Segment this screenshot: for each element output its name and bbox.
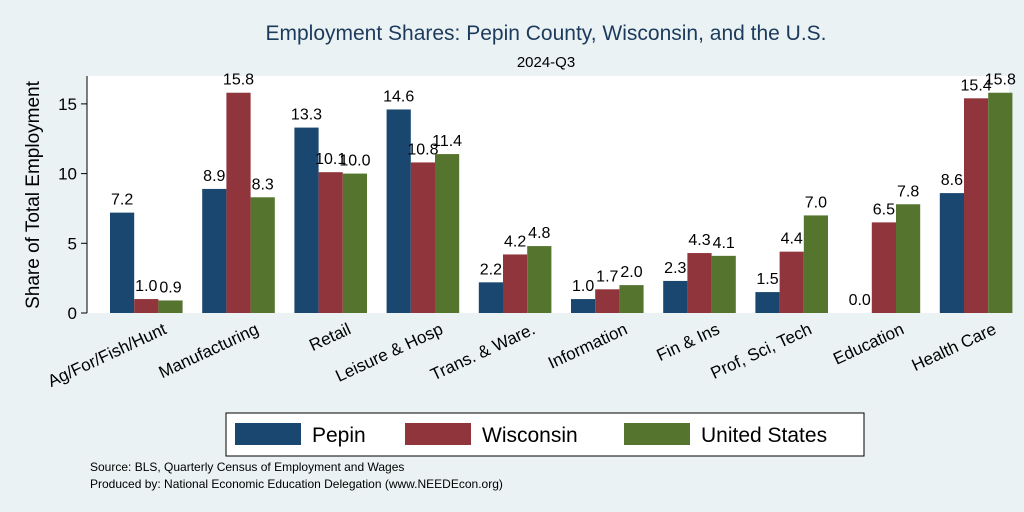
bar-pepin-information: [571, 299, 596, 313]
bar-wisconsin-manufacturing: [226, 92, 251, 314]
x-category-label: Education: [830, 319, 907, 368]
data-label-united-states-retail: 10.0: [339, 153, 370, 170]
bar-united-states-information: [619, 285, 644, 313]
data-label-pepin-manufacturing: 8.9: [203, 168, 225, 185]
data-label-pepin-information: 1.0: [572, 278, 594, 295]
x-category-label: Information: [545, 319, 630, 372]
data-label-wisconsin-health-care: 15.4: [961, 77, 992, 94]
data-label-pepin-health-care: 8.6: [941, 172, 963, 189]
y-tick-label: 5: [68, 234, 77, 253]
bar-pepin-manufacturing: [202, 188, 227, 313]
data-label-united-states-leisure-hosp: 11.4: [432, 133, 462, 150]
legend-label-wisconsin: Wisconsin: [482, 424, 578, 447]
bar-pepin-fin-ins: [663, 280, 688, 313]
bar-wisconsin-trans-ware: [503, 254, 528, 313]
x-category-label: Fin & Ins: [654, 319, 723, 365]
source-note: Source: BLS, Quarterly Census of Employm…: [90, 460, 404, 474]
data-label-pepin-fin-ins: 2.3: [664, 260, 686, 277]
bar-united-states-prof-sci-tech: [803, 215, 828, 313]
data-label-united-states-education: 7.8: [897, 183, 919, 200]
x-category-label: Trans. & Ware.: [428, 319, 538, 384]
bar-wisconsin-education: [871, 222, 896, 313]
legend-swatch-united-states: [624, 423, 690, 445]
bar-wisconsin-health-care: [964, 98, 989, 314]
y-axis-ticks: 0 5 10 15: [58, 95, 87, 323]
bar-united-states-fin-ins: [711, 255, 736, 313]
data-label-united-states-information: 2.0: [620, 264, 642, 281]
bar-pepin-trans-ware: [478, 282, 503, 313]
legend: Pepin Wisconsin United States: [225, 412, 865, 457]
data-label-pepin-retail: 13.3: [291, 107, 322, 124]
bar-united-states-leisure-hosp: [435, 154, 460, 313]
data-label-wisconsin-education: 6.5: [873, 201, 895, 218]
bar-pepin-ag-for-fish-hunt: [110, 212, 135, 313]
x-category-label: Prof, Sci, Tech: [708, 319, 815, 382]
data-label-pepin-education: 0.0: [849, 292, 871, 309]
bar-united-states-retail: [342, 173, 367, 313]
x-category-label: Manufacturing: [156, 319, 262, 382]
bar-wisconsin-prof-sci-tech: [779, 251, 804, 313]
bar-united-states-ag-for-fish-hunt: [158, 300, 183, 313]
bar-united-states-trans-ware: [527, 246, 552, 313]
data-label-united-states-manufacturing: 8.3: [252, 176, 274, 193]
legend-box: [225, 412, 865, 457]
bar-united-states-education: [896, 204, 921, 313]
legend-swatch-pepin: [235, 423, 301, 445]
legend-swatch-wisconsin: [405, 423, 471, 445]
data-label-pepin-ag-for-fish-hunt: 7.2: [111, 192, 133, 209]
x-category-label: Retail: [306, 319, 353, 355]
data-label-united-states-fin-ins: 4.1: [713, 235, 735, 252]
bar-wisconsin-ag-for-fish-hunt: [134, 299, 159, 313]
data-label-wisconsin-prof-sci-tech: 4.4: [781, 231, 803, 248]
data-label-wisconsin-manufacturing: 15.8: [223, 72, 254, 89]
bar-united-states-health-care: [988, 92, 1013, 314]
y-tick-label: 10: [58, 165, 77, 184]
bar-wisconsin-fin-ins: [687, 253, 712, 313]
data-label-united-states-trans-ware: 4.8: [528, 225, 550, 242]
chart-subtitle: 2024-Q3: [517, 54, 575, 71]
data-label-united-states-health-care: 15.8: [985, 72, 1016, 89]
data-label-wisconsin-information: 1.7: [596, 268, 618, 285]
bar-pepin-retail: [294, 127, 319, 313]
data-label-wisconsin-ag-for-fish-hunt: 1.0: [135, 278, 157, 295]
legend-label-pepin: Pepin: [312, 424, 366, 447]
bar-wisconsin-information: [595, 289, 620, 313]
data-label-united-states-ag-for-fish-hunt: 0.9: [159, 279, 181, 296]
legend-label-united-states: United States: [701, 424, 827, 447]
y-tick-label: 15: [58, 95, 77, 114]
bars: 7.21.0 0.98.915.88.313.310.110.014.610.81…: [110, 72, 1016, 314]
bar-wisconsin-leisure-hosp: [410, 162, 435, 313]
bar-pepin-prof-sci-tech: [755, 292, 780, 313]
y-tick-label: 0: [68, 304, 77, 323]
data-label-wisconsin-retail: 10.1: [315, 151, 346, 168]
data-label-wisconsin-leisure-hosp: 10.8: [407, 141, 438, 158]
bar-united-states-manufacturing: [250, 197, 275, 313]
y-axis-label: Share of Total Employment: [23, 80, 44, 308]
x-category-label: Health Care: [909, 319, 999, 375]
data-label-wisconsin-trans-ware: 4.2: [504, 233, 526, 250]
data-label-pepin-prof-sci-tech: 1.5: [756, 271, 778, 288]
data-label-pepin-trans-ware: 2.2: [480, 261, 502, 278]
data-label-pepin-leisure-hosp: 14.6: [383, 88, 414, 105]
x-category-label: Ag/For/Fish/Hunt: [45, 319, 170, 391]
produced-by-note: Produced by: National Economic Education…: [90, 477, 503, 491]
data-label-wisconsin-fin-ins: 4.3: [688, 232, 710, 249]
data-label-united-states-prof-sci-tech: 7.0: [805, 194, 827, 211]
bar-pepin-health-care: [939, 193, 964, 313]
bar-wisconsin-retail: [318, 172, 343, 313]
bar-pepin-leisure-hosp: [386, 109, 411, 313]
chart-title: Employment Shares: Pepin County, Wiscons…: [265, 22, 826, 45]
